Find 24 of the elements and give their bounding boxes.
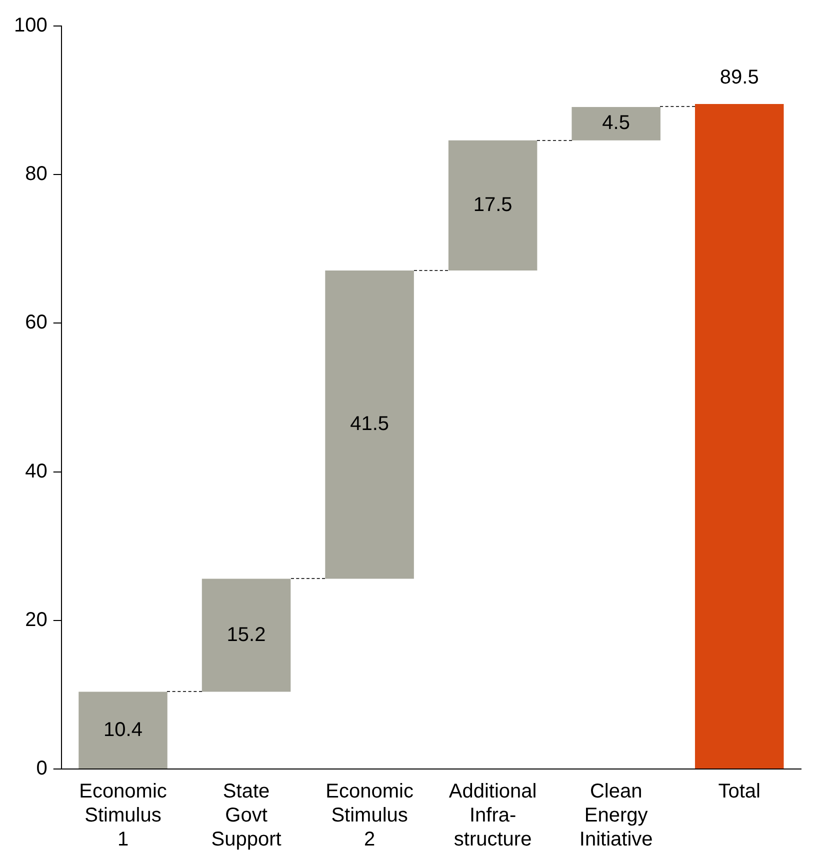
bar [78, 692, 168, 768]
bar [202, 578, 291, 692]
y-tick-label: 0 [36, 758, 48, 780]
y-tick-label: 20 [25, 608, 48, 631]
data-label: 89.5 [720, 66, 759, 89]
x-tick-label: State Govt Support [211, 780, 282, 851]
bar [325, 270, 414, 579]
data-label: 10.4 [104, 718, 142, 741]
y-tick-label: 40 [25, 460, 48, 482]
bar [694, 104, 784, 768]
y-tick-label: 80 [25, 163, 48, 186]
bar [572, 106, 660, 140]
x-tick-label: Clean Energy Initiative [579, 780, 653, 851]
data-label: 17.5 [473, 194, 512, 216]
x-tick-label: Total [718, 780, 760, 803]
bar [448, 140, 538, 270]
x-tick-label: Economic Stimulus 2 [326, 780, 414, 851]
data-label: 15.2 [226, 624, 266, 646]
y-tick-label: 100 [14, 14, 48, 37]
x-tick-label: Economic Stimulus 1 [79, 780, 167, 851]
x-tick-label: Additional Infra- structure [448, 780, 537, 851]
data-label: 41.5 [350, 413, 390, 436]
data-label: 4.5 [602, 112, 630, 134]
y-tick-label: 60 [25, 312, 48, 334]
